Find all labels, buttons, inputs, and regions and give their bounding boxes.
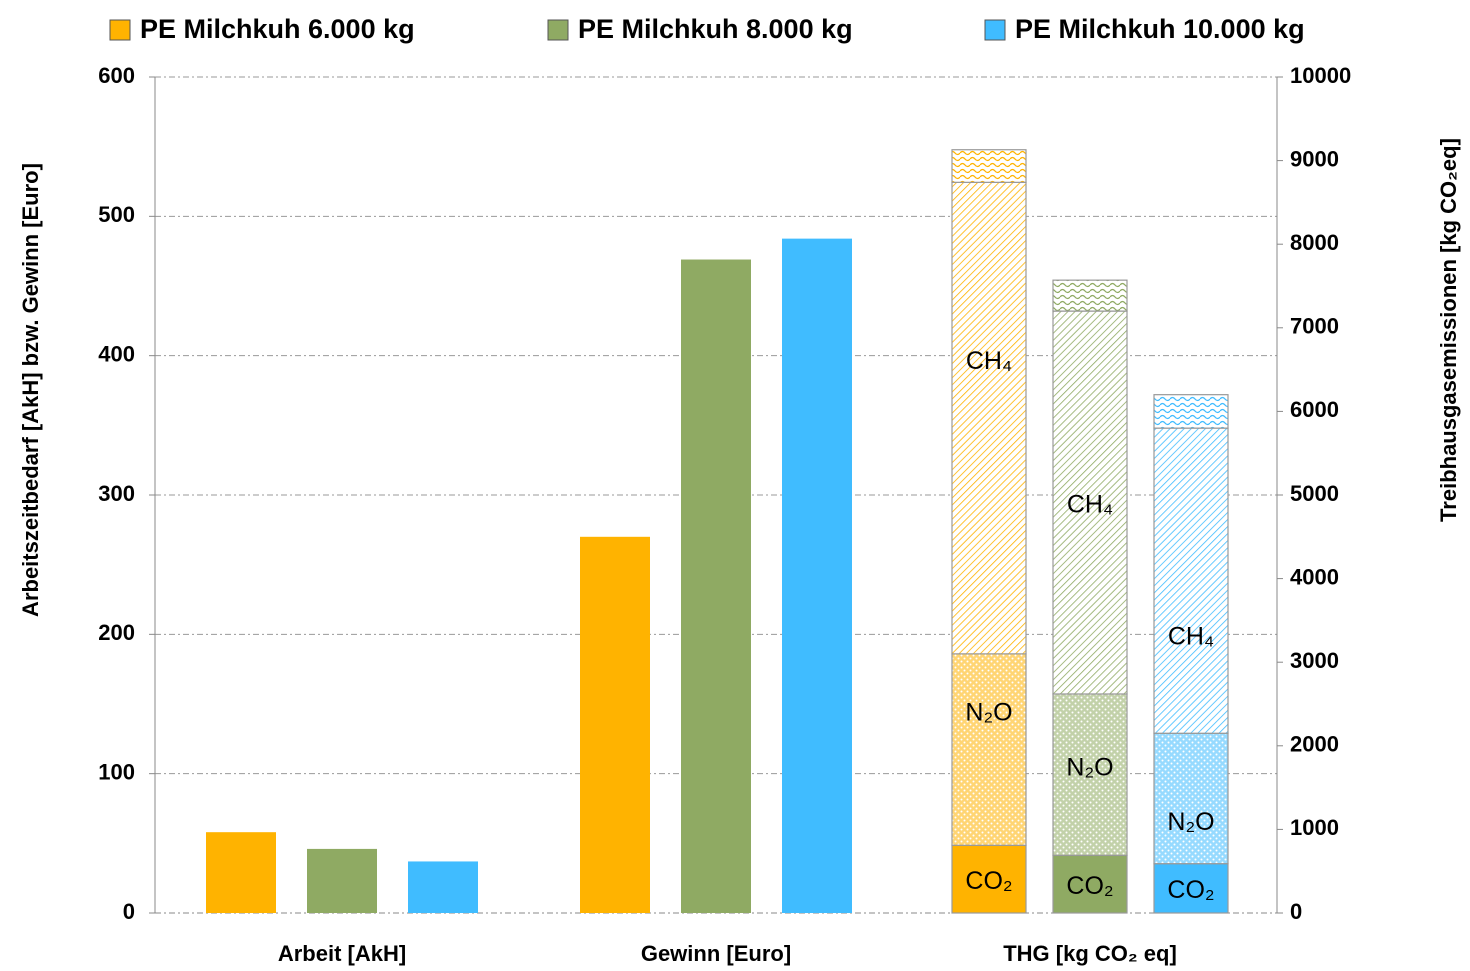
stack-segment	[1052, 693, 1128, 856]
bar	[782, 238, 852, 914]
x-tick-label: Gewinn [Euro]	[641, 941, 791, 966]
y-tick-label: 100	[98, 759, 135, 784]
y2-tick-label: 10000	[1290, 63, 1351, 88]
segment-label: N₂O	[1167, 808, 1214, 836]
segment-label: N₂O	[1066, 754, 1113, 782]
y2-tick-label: 2000	[1290, 732, 1339, 757]
stack-segment	[951, 181, 1027, 655]
y2-tick-label: 5000	[1290, 481, 1339, 506]
y2-tick-label: 6000	[1290, 397, 1339, 422]
segment-label: CO₂	[1066, 872, 1113, 900]
stack-segment	[1153, 394, 1229, 429]
y-tick-label: 600	[98, 63, 135, 88]
y2-tick-label: 8000	[1290, 230, 1339, 255]
bar	[580, 536, 650, 913]
y2-tick-label: 9000	[1290, 146, 1339, 171]
bar	[307, 848, 377, 913]
segment-label: N₂O	[965, 698, 1012, 726]
stack-segment	[951, 844, 1027, 914]
y-tick-label: 0	[123, 899, 135, 924]
y2-tick-label: 4000	[1290, 564, 1339, 589]
segment-label: CO₂	[965, 867, 1012, 895]
segment-label: CH₄	[1168, 623, 1214, 651]
segment-label: CO₂	[1167, 876, 1214, 904]
y2-tick-label: 7000	[1290, 314, 1339, 339]
y2-tick-label: 3000	[1290, 648, 1339, 673]
bar	[408, 861, 478, 913]
y-tick-label: 300	[98, 481, 135, 506]
stack-segment	[1153, 732, 1229, 865]
legend-label: PE Milchkuh 8.000 kg	[578, 14, 853, 44]
y2-tick-label: 0	[1290, 899, 1302, 924]
y-axis-label: Arbeitszeitbedarf [AkH] bzw. Gewinn [Eur…	[18, 163, 43, 617]
legend-swatch	[547, 19, 569, 41]
bar	[206, 832, 276, 913]
stack-segment	[951, 653, 1027, 846]
y-tick-label: 200	[98, 620, 135, 645]
segment-label: CH₄	[966, 347, 1012, 375]
stack-segment	[1153, 427, 1229, 734]
x-tick-label: THG [kg CO₂ eq]	[1003, 941, 1177, 966]
legend-label: PE Milchkuh 6.000 kg	[140, 14, 415, 44]
y-tick-label: 500	[98, 202, 135, 227]
stack-segment	[951, 149, 1027, 183]
legend-swatch	[109, 19, 131, 41]
bar	[681, 259, 751, 913]
legend-swatch	[984, 19, 1006, 41]
x-tick-label: Arbeit [AkH]	[278, 941, 406, 966]
stack-segment	[1052, 854, 1128, 914]
stack-segment	[1153, 863, 1229, 914]
y2-tick-label: 1000	[1290, 815, 1339, 840]
legend-label: PE Milchkuh 10.000 kg	[1015, 14, 1305, 44]
stack-segment	[1052, 279, 1128, 312]
segment-label: CH₄	[1067, 491, 1113, 519]
y2-axis-label: Treibhausgasemissionen [kg CO₂eq]	[1436, 138, 1461, 522]
y-tick-label: 400	[98, 341, 135, 366]
stack-segment	[1052, 310, 1128, 695]
